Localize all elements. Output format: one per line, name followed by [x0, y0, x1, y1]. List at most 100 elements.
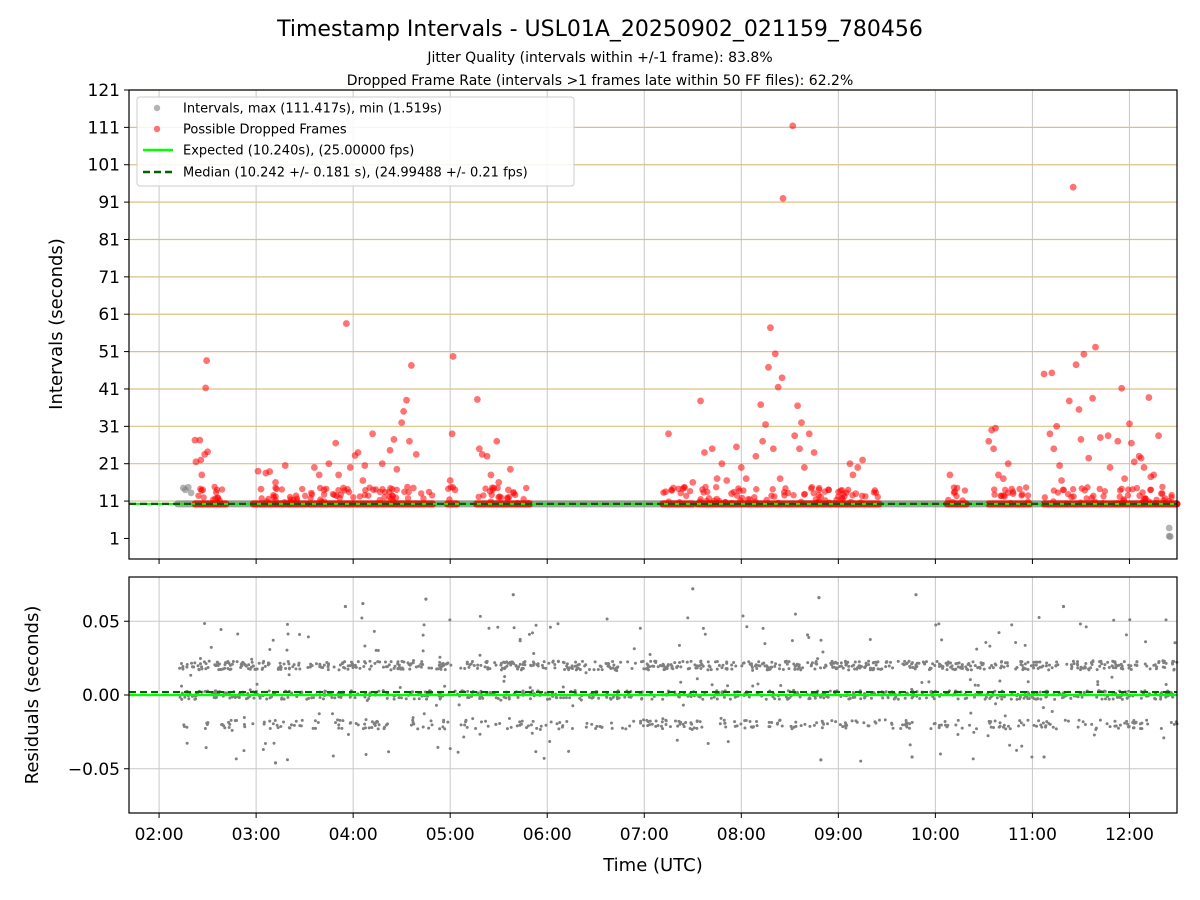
residual-point	[459, 666, 463, 670]
residual-point	[282, 720, 286, 724]
residual-point	[1126, 722, 1130, 726]
residual-point	[933, 663, 937, 667]
residual-point	[969, 711, 973, 715]
residual-point	[286, 659, 290, 663]
dropped-point	[951, 488, 959, 496]
residual-point	[1100, 662, 1104, 666]
residual-point	[998, 724, 1002, 728]
residual-point	[1063, 718, 1067, 722]
residual-point	[178, 695, 182, 699]
residual-point	[561, 724, 565, 728]
top-ytick-label: 91	[98, 193, 120, 213]
residual-point	[903, 723, 907, 727]
residual-point	[656, 665, 660, 669]
dropped-point	[801, 490, 808, 498]
residual-point	[998, 679, 1002, 683]
residual-point	[692, 726, 696, 730]
dropped-point	[1072, 361, 1080, 369]
residual-point	[181, 667, 185, 671]
dropped-point	[990, 445, 997, 453]
dropped-point	[197, 456, 205, 464]
residual-point	[185, 741, 189, 745]
residual-point	[751, 725, 755, 729]
residual-point	[298, 633, 302, 637]
top-y-axis-label: Intervals (seconds)	[46, 238, 67, 410]
legend-marker-dropped	[153, 125, 161, 133]
residual-point	[446, 720, 450, 724]
residual-point	[755, 667, 759, 671]
residual-point	[192, 665, 196, 669]
dropped-point	[1168, 491, 1175, 499]
residual-point	[196, 664, 200, 668]
residual-point	[747, 660, 751, 664]
dropped-point	[272, 484, 279, 492]
residual-point	[261, 747, 265, 751]
residual-point	[417, 664, 421, 668]
residual-point	[401, 667, 405, 671]
residual-point	[422, 623, 426, 627]
residual-point	[300, 718, 304, 722]
bottom-xtick-label: 05:00	[426, 825, 475, 845]
residual-point	[1123, 721, 1127, 725]
residual-point	[642, 667, 646, 671]
residual-point	[1171, 662, 1175, 666]
residual-point	[499, 661, 503, 665]
dropped-point	[520, 495, 527, 503]
dropped-point	[1120, 497, 1128, 504]
dropped-point	[751, 494, 758, 501]
chart-title: Timestamp Intervals - USL01A_20250902_02…	[276, 17, 923, 42]
dropped-point	[704, 488, 711, 496]
dropped-point	[1041, 494, 1049, 501]
dropped-point	[737, 464, 745, 471]
dropped-point	[381, 493, 388, 501]
residual-point	[574, 660, 578, 664]
residual-point	[847, 668, 851, 672]
dropped-point	[805, 430, 813, 438]
dropped-point	[815, 486, 823, 494]
residual-point	[858, 664, 862, 668]
residual-point	[241, 660, 245, 664]
dropped-point	[776, 475, 784, 483]
residual-point	[1041, 706, 1045, 710]
dropped-point	[991, 486, 998, 493]
residual-point	[954, 667, 958, 671]
residual-point	[863, 696, 867, 700]
residual-point	[973, 683, 977, 687]
residual-point	[278, 661, 282, 665]
residual-point	[998, 721, 1002, 725]
residual-point	[1015, 697, 1019, 701]
dropped-point	[335, 471, 342, 479]
residual-point	[999, 666, 1003, 670]
residual-point	[534, 623, 538, 627]
residual-point	[760, 662, 764, 666]
dropped-point	[473, 396, 481, 403]
dropped-point	[1126, 420, 1133, 428]
residual-point	[321, 666, 325, 670]
residual-point	[728, 697, 732, 701]
residual-point	[1172, 722, 1176, 726]
residual-point	[858, 666, 862, 670]
residual-point	[284, 667, 288, 671]
residual-point	[348, 695, 352, 699]
residual-point	[790, 639, 794, 643]
residual-point	[1055, 660, 1059, 664]
residual-point	[1117, 726, 1120, 730]
residual-point	[798, 695, 802, 699]
dropped-point	[310, 464, 318, 471]
dropped-point	[199, 486, 207, 494]
residual-point	[864, 661, 868, 665]
dropped-point	[733, 443, 740, 451]
residual-point	[814, 659, 818, 663]
dropped-point	[992, 424, 999, 432]
residual-point	[994, 663, 998, 667]
residual-point	[351, 666, 355, 670]
residual-point	[1163, 666, 1167, 670]
residual-point	[518, 723, 522, 727]
residual-point	[630, 666, 634, 670]
residual-point	[377, 723, 381, 727]
residual-point	[734, 664, 738, 668]
residual-point	[1003, 714, 1007, 718]
residual-point	[793, 665, 797, 669]
residual-point	[689, 721, 693, 725]
residual-point	[960, 664, 964, 668]
